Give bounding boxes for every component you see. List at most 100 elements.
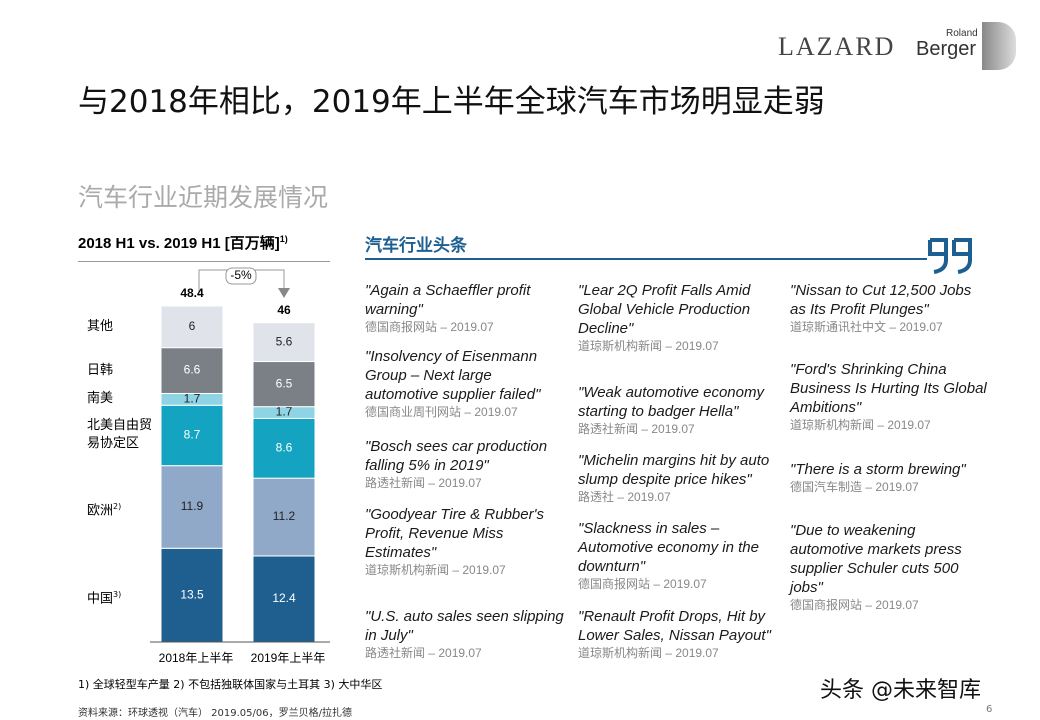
segment-label: 12.4 — [272, 591, 296, 605]
arrow — [278, 288, 290, 298]
news-source: 德国商报网站 – 2019.07 — [790, 598, 919, 612]
news-source: 德国汽车制造 – 2019.07 — [790, 480, 919, 494]
segment-label: 11.2 — [273, 509, 296, 523]
news-source: 道琼斯机构新闻 – 2019.07 — [578, 646, 719, 660]
series-note: 3) — [113, 590, 122, 600]
news-headline: "Weak automotive economy starting to bad… — [578, 384, 764, 420]
news-source: 路透社 – 2019.07 — [578, 490, 671, 504]
source: 资料来源：环球透视（汽车） 2019.05/06，罗兰贝格/拉扎德 — [78, 708, 352, 719]
news-source: 路透社新闻 – 2019.07 — [365, 476, 482, 490]
news-headline: "Nissan to Cut 12,500 Jobs as Its Profit… — [790, 282, 972, 318]
change-box — [225, 267, 257, 285]
x-tick-label: 2018年上半年 — [159, 651, 234, 665]
news-source: 路透社新闻 – 2019.07 — [365, 646, 482, 660]
series-label: 北美自由贸易协定区 — [87, 417, 159, 453]
notes: 1) 全球轻型车产量 2) 不包括独联体国家与土耳其 3) 大中华区 — [78, 678, 383, 691]
news-item: "Nissan to Cut 12,500 Jobs as Its Profit… — [790, 281, 990, 335]
segment-label: 1.7 — [184, 392, 201, 406]
news-headline: "Goodyear Tire & Rubber's Profit, Revenu… — [365, 506, 544, 561]
news-item: "Slackness in sales – Automotive economy… — [578, 519, 778, 592]
segment-label: 6.5 — [276, 376, 293, 390]
title: 与2018年相比，2019年上半年全球汽车市场明显走弱 — [78, 84, 825, 120]
bar-segment — [252, 417, 316, 479]
news-heading: 汽车行业头条 — [365, 236, 467, 256]
series-name: 南美 — [87, 391, 114, 407]
news-item: "There is a storm brewing" 德国汽车制造 – 2019.… — [790, 460, 990, 495]
news-source: 德国商报网站 – 2019.07 — [365, 320, 494, 334]
quote-icon — [928, 238, 972, 274]
news-headline: "Michelin margins hit by auto slump desp… — [578, 452, 770, 488]
x-tick-label: 2019年上半年 — [251, 651, 326, 665]
series-label: 欧洲2) — [87, 498, 159, 520]
rule — [78, 261, 330, 262]
change-label: -5% — [230, 268, 252, 282]
news-source: 路透社新闻 – 2019.07 — [578, 422, 695, 436]
bar-segment — [160, 347, 224, 394]
chart-title-text: 2018 H1 vs. 2019 H1 [百万辆] — [78, 235, 280, 252]
bar-segment — [252, 555, 316, 643]
logo-lazard: LAZARD — [778, 32, 896, 61]
news-source: 道琼斯机构新闻 – 2019.07 — [365, 563, 506, 577]
news-headline: "Ford's Shrinking China Business Is Hurt… — [790, 361, 987, 416]
watermark: 头条 @未来智库 — [820, 678, 981, 703]
news-item: "Insolvency of Eisenmann Group – Next la… — [365, 347, 565, 420]
bar-segment — [252, 322, 316, 363]
news-item: "Lear 2Q Profit Falls Amid Global Vehicl… — [578, 281, 778, 354]
news-headline: "Bosch sees car production falling 5% in… — [365, 438, 548, 474]
news-headline: "Renault Profit Drops, Hit by Lower Sale… — [578, 608, 771, 644]
segment-label: 8.6 — [276, 440, 293, 454]
news-item: "U.S. auto sales seen slipping in July" 路… — [365, 607, 565, 661]
news-source: 道琼斯机构新闻 – 2019.07 — [578, 339, 719, 353]
bar-segment — [160, 305, 224, 349]
segment-label: 1.7 — [276, 405, 293, 419]
series-label: 中国3) — [87, 586, 159, 608]
bar-segment — [160, 547, 224, 643]
news-item: "Weak automotive economy starting to bad… — [578, 383, 778, 437]
news-source: 德国商业周刊网站 – 2019.07 — [365, 405, 518, 419]
logo-roland: Roland — [946, 28, 978, 39]
news-headline: "Lear 2Q Profit Falls Amid Global Vehicl… — [578, 282, 751, 337]
series-label: 南美 — [87, 390, 159, 408]
chart-title-note: 1) — [279, 234, 288, 244]
news-item: "Michelin margins hit by auto slump desp… — [578, 451, 778, 505]
logo-berger: Berger — [916, 38, 977, 60]
segment-label: 6.6 — [184, 363, 201, 377]
segment-label: 13.5 — [180, 587, 204, 601]
page-number: 6 — [986, 704, 993, 715]
news-source: 道琼斯机构新闻 – 2019.07 — [790, 418, 931, 432]
news-headline: "Slackness in sales – Automotive economy… — [578, 520, 759, 575]
series-name: 日韩 — [87, 362, 114, 378]
news-item: "Due to weakening automotive markets pre… — [790, 521, 990, 613]
news-headline: "U.S. auto sales seen slipping in July" — [365, 608, 564, 644]
segment-label: 8.7 — [184, 428, 201, 442]
logo-b — [982, 22, 1016, 70]
bar-segment — [160, 465, 224, 549]
series-name: 北美自由贸易协定区 — [87, 418, 153, 452]
segment-label: 5.6 — [276, 334, 293, 348]
news-item: "Again a Schaeffler profit warning" 德国商报网… — [365, 281, 565, 335]
series-name: 其他 — [87, 318, 114, 334]
news-headline: "Due to weakening automotive markets pre… — [790, 522, 962, 596]
news-headline: "There is a storm brewing" — [790, 461, 966, 478]
series-note: 2) — [113, 501, 122, 511]
segment-label: 11.9 — [181, 499, 204, 513]
news-source: 德国商报网站 – 2019.07 — [578, 577, 707, 591]
news-item: "Renault Profit Drops, Hit by Lower Sale… — [578, 607, 778, 661]
series-label: 日韩 — [87, 362, 159, 380]
news-item: "Ford's Shrinking China Business Is Hurt… — [790, 360, 990, 433]
segment-label: 6 — [189, 319, 196, 333]
news-headline: "Again a Schaeffler profit warning" — [365, 282, 531, 318]
subtitle: 汽车行业近期发展情况 — [78, 183, 329, 212]
news-source: 道琼斯通讯社中文 – 2019.07 — [790, 320, 943, 334]
news-rule — [365, 258, 927, 260]
chart-title: 2018 H1 vs. 2019 H1 [百万辆]1) — [78, 232, 288, 253]
news-item: "Bosch sees car production falling 5% in… — [365, 437, 565, 491]
series-label: 其他 — [87, 318, 159, 336]
news-headline: "Insolvency of Eisenmann Group – Next la… — [365, 348, 541, 403]
total-label: 46 — [277, 303, 291, 317]
total-label: 48.4 — [180, 286, 204, 300]
series-name: 欧洲 — [87, 503, 114, 519]
news-item: "Goodyear Tire & Rubber's Profit, Revenu… — [365, 505, 565, 578]
